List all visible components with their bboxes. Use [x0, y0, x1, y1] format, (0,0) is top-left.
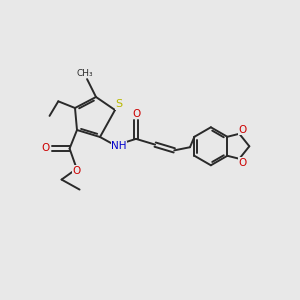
Text: O: O: [72, 166, 81, 176]
Text: CH₃: CH₃: [77, 69, 93, 78]
Text: NH: NH: [111, 141, 127, 151]
Text: O: O: [238, 125, 246, 135]
Text: O: O: [238, 158, 246, 168]
Text: O: O: [41, 142, 50, 153]
Text: S: S: [116, 99, 123, 109]
Text: O: O: [133, 109, 141, 119]
